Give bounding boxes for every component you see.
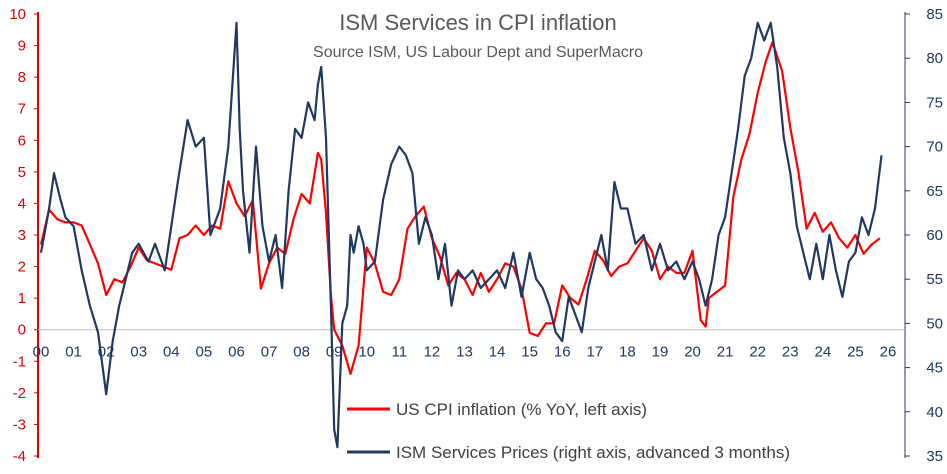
legend-ism-label: ISM Services Prices (right axis, advance…	[396, 443, 790, 462]
right-tick-label: 45	[926, 360, 943, 377]
left-tick-label: 10	[9, 6, 26, 23]
x-tick-label: 18	[619, 344, 636, 361]
x-tick-label: 19	[652, 344, 669, 361]
chart-title: ISM Services in CPI inflation	[339, 10, 617, 35]
left-tick-label: -3	[13, 416, 26, 433]
x-tick-label: 20	[684, 344, 701, 361]
left-tick-label: 7	[18, 101, 26, 118]
x-tick-label: 12	[424, 344, 441, 361]
x-tick-label: 06	[228, 344, 245, 361]
x-tick-label: 10	[358, 344, 375, 361]
x-tick-label: 04	[163, 344, 180, 361]
right-axis-ticks: 35 40 45 50 55 60 65 70 75 80 85	[905, 6, 943, 465]
x-tick-label: 26	[880, 344, 897, 361]
right-tick-label: 75	[926, 94, 943, 111]
x-tick-label: 01	[65, 344, 82, 361]
right-tick-label: 40	[926, 404, 943, 421]
x-tick-label: 05	[196, 344, 213, 361]
x-axis-ticks: 00 01 02 03 04 05 06 07 08 09 10 11 12 13 14 15 16 17 18 19…	[33, 344, 897, 361]
left-tick-label: -1	[13, 353, 26, 370]
left-tick-label: 5	[18, 164, 26, 181]
right-tick-label: 65	[926, 183, 943, 200]
left-tick-label: 4	[18, 195, 26, 212]
right-tick-label: 55	[926, 271, 943, 288]
right-tick-label: 85	[926, 6, 943, 23]
x-tick-label: 16	[554, 344, 571, 361]
x-tick-label: 13	[456, 344, 473, 361]
left-tick-label: -4	[13, 448, 26, 465]
x-tick-label: 00	[33, 344, 50, 361]
ism-series-line	[39, 21, 883, 449]
x-tick-label: 14	[489, 344, 506, 361]
left-tick-label: -2	[13, 385, 26, 402]
left-tick-label: 6	[18, 132, 26, 149]
left-axis-ticks: -4 -3 -2 -1 0 1 2 3 4 5 6 7 8 9 10	[9, 6, 38, 465]
left-tick-label: 9	[18, 38, 26, 55]
right-tick-label: 70	[926, 139, 943, 156]
legend: US CPI inflation (% YoY, left axis) ISM …	[347, 400, 790, 462]
left-tick-label: 3	[18, 227, 26, 244]
x-tick-label: 03	[130, 344, 147, 361]
left-tick-label: 0	[18, 322, 26, 339]
x-tick-label: 17	[586, 344, 603, 361]
right-tick-label: 80	[926, 50, 943, 67]
x-tick-label: 21	[717, 344, 734, 361]
right-tick-label: 60	[926, 227, 943, 244]
x-tick-label: 11	[392, 344, 408, 361]
x-tick-label: 15	[521, 344, 538, 361]
x-tick-label: 09	[326, 344, 343, 361]
x-tick-label: 24	[815, 344, 832, 361]
x-tick-label: 07	[261, 344, 278, 361]
right-tick-label: 35	[926, 448, 943, 465]
left-tick-label: 1	[18, 290, 26, 307]
x-tick-label: 25	[847, 344, 864, 361]
chart-subtitle: Source ISM, US Labour Dept and SuperMacr…	[313, 44, 643, 61]
x-tick-label: 23	[782, 344, 799, 361]
right-tick-label: 50	[926, 315, 943, 332]
cpi-series-line	[39, 41, 881, 375]
left-tick-label: 8	[18, 69, 26, 86]
x-tick-label: 08	[293, 344, 310, 361]
x-tick-label: 22	[749, 344, 766, 361]
legend-cpi-label: US CPI inflation (% YoY, left axis)	[396, 400, 647, 419]
left-tick-label: 2	[18, 259, 26, 276]
